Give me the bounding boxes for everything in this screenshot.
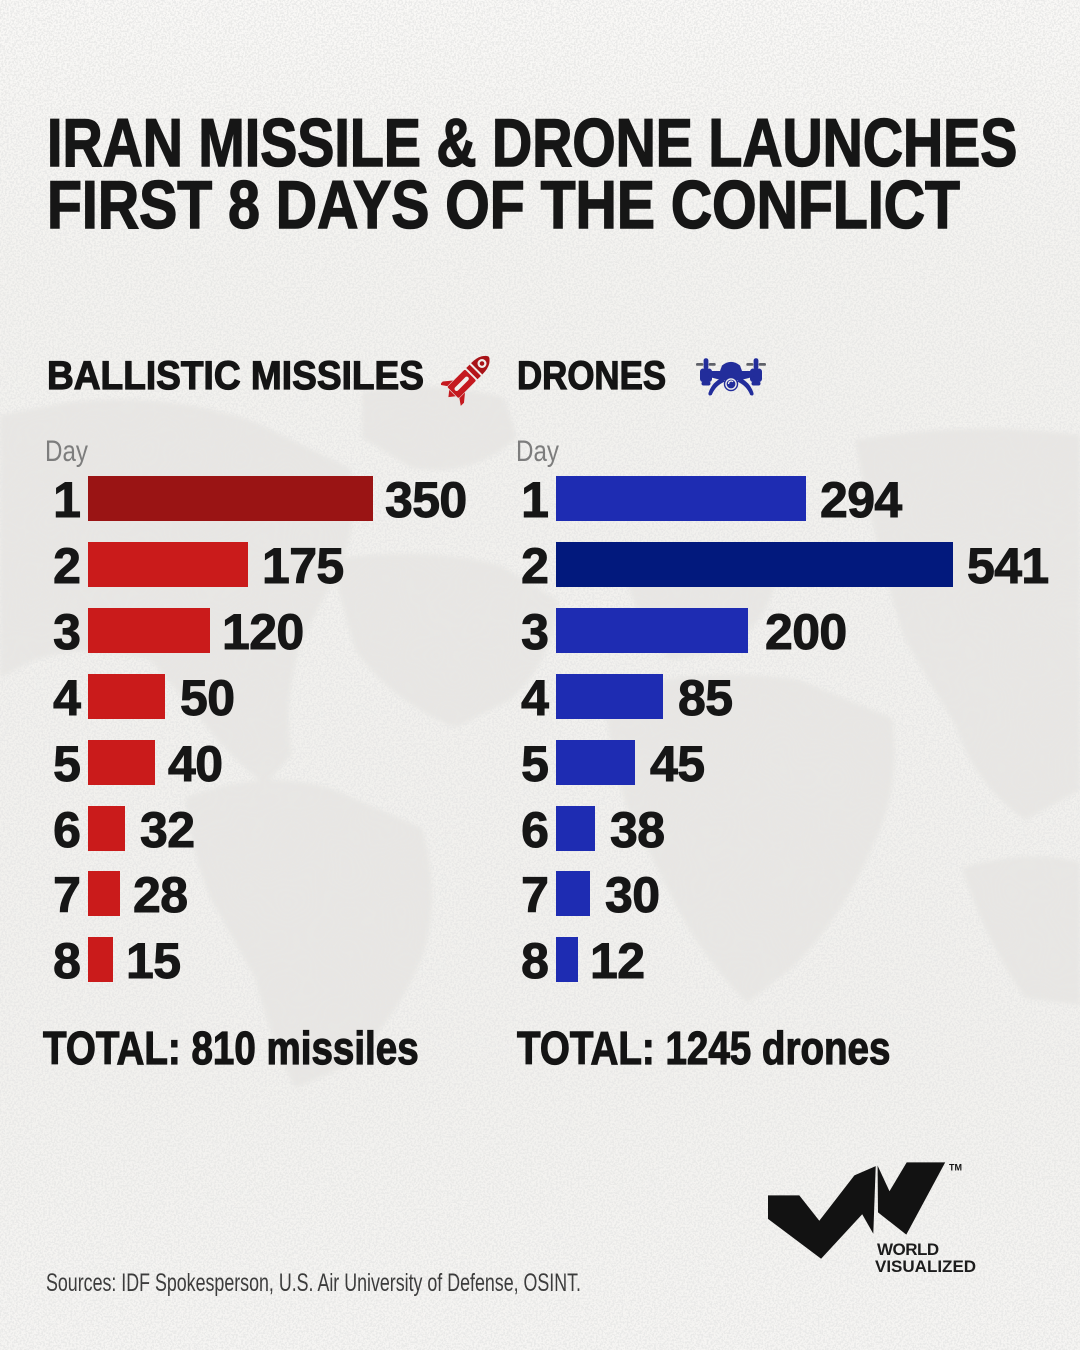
svg-text:TM: TM [949, 1163, 962, 1173]
